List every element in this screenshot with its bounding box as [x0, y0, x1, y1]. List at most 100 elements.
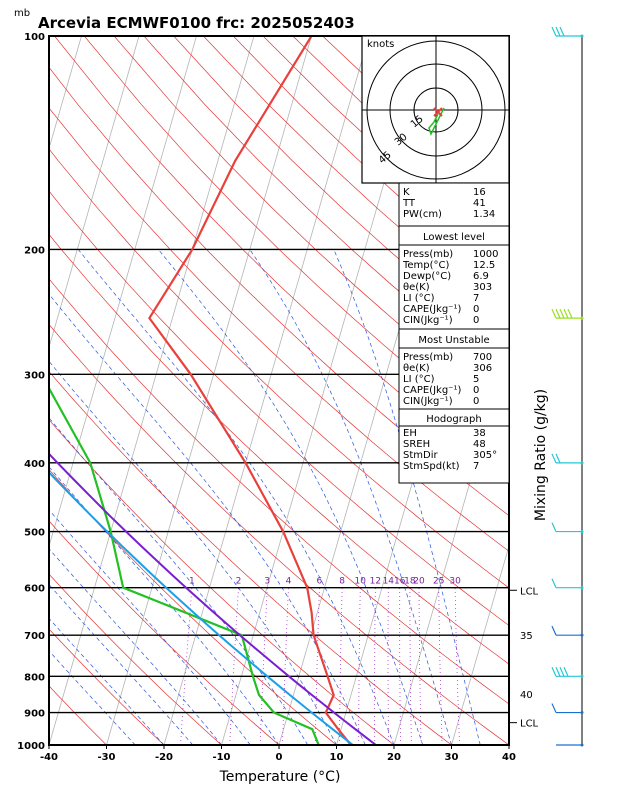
dry-adiabat — [49, 370, 452, 745]
temperature-tick-label: 40 — [502, 752, 516, 763]
hodograph-inset: knots 15 30 45 — [361, 35, 510, 184]
pressure-axis: 100 200 300 400 500 600 700 800 900 1000 — [17, 32, 45, 752]
dry-adiabat — [49, 233, 509, 665]
mixing-ratio-label: 8 — [339, 577, 345, 587]
temperature-tick-label: -30 — [97, 752, 115, 763]
wind-barb-feather — [555, 26, 561, 37]
lowest-level-value: 0 — [473, 315, 479, 326]
dry-adiabat — [49, 628, 165, 745]
isotherm — [49, 36, 255, 745]
mixing-ratio-label: 30 — [449, 577, 461, 587]
wind-barb-feather — [563, 308, 569, 319]
dry-adiabat — [49, 419, 395, 745]
stability-indices-panel: K 16 TT 41 PW(cm) 1.34 Lowest level Press(mb)… — [398, 182, 510, 484]
temperature-tick-label: -10 — [212, 752, 230, 763]
hodograph-stat-value: 7 — [473, 461, 479, 472]
dry-adiabat — [84, 36, 509, 448]
most-unstable-box — [398, 328, 510, 410]
wind-barb-feather — [551, 522, 557, 532]
isotherm — [163, 36, 370, 745]
mixing-ratio-label: 16 — [394, 577, 406, 587]
chart-title: Arcevia ECMWF0100 frc: 2025052403 — [38, 14, 355, 32]
lowest-level-label: Press(mb) — [403, 249, 453, 260]
x-axis-label: Temperature (°C) — [219, 769, 341, 785]
mixing-ratio-label: 12 — [370, 577, 381, 587]
isotherm — [0, 36, 24, 745]
most-unstable-value: 0 — [473, 396, 479, 407]
dry-adiabat — [49, 323, 509, 745]
most-unstable-label: θe(K) — [403, 363, 430, 374]
profiles — [49, 36, 377, 745]
most-unstable-label: Press(mb) — [403, 352, 453, 363]
dry-adiabat — [49, 685, 107, 745]
moist-adiabat — [49, 509, 251, 745]
index-label: TT — [402, 198, 416, 209]
hodograph-stat-value: 305° — [473, 450, 497, 461]
most-unstable-value: 0 — [473, 385, 479, 396]
wind-barb-base — [580, 586, 584, 590]
hodo-unit: knots — [367, 39, 394, 50]
moist-adiabat — [49, 617, 165, 745]
mixing-ratio-label: 4 — [286, 577, 292, 587]
wind-barb-feather — [559, 26, 565, 37]
lowest-level-value: 7 — [473, 293, 479, 304]
pressure-tick-label: 900 — [24, 709, 45, 720]
temperature-axis: -40 -30 -20 -10 0 10 20 30 40 — [40, 745, 516, 763]
mixing-ratio-label: 25 — [433, 577, 444, 587]
mixing-ratio-label: 2 — [236, 577, 242, 587]
wind-barb-base — [580, 711, 584, 715]
index-value: 41 — [473, 198, 486, 209]
wind-barb-feather — [555, 453, 561, 464]
hodograph-stat-value: 38 — [473, 428, 486, 439]
most-unstable-heading: Most Unstable — [418, 335, 489, 346]
moist-adiabat — [49, 548, 222, 745]
isotherm — [49, 36, 197, 548]
mixing-ratio-line — [229, 587, 239, 745]
pressure-tick-label: 1000 — [17, 741, 45, 752]
mixing-ratio-label: 10 — [355, 577, 367, 587]
most-unstable-value: 306 — [473, 363, 492, 374]
most-unstable-value: 5 — [473, 374, 479, 385]
index-label: PW(cm) — [403, 209, 442, 220]
wind-barb-feather — [551, 667, 557, 677]
temperature-tick-label: 10 — [330, 752, 344, 763]
side-label: LCL — [520, 719, 539, 730]
pressure-tick-label: 600 — [24, 584, 45, 595]
hodograph-stats-heading: Hodograph — [426, 414, 481, 425]
dewpoint-profile — [49, 386, 320, 745]
isotherm — [49, 36, 140, 349]
dry-adiabat — [49, 573, 222, 745]
isotherm — [451, 544, 509, 745]
moist-adiabat — [158, 249, 424, 745]
indices-box — [398, 182, 510, 227]
wind-barb-base — [580, 461, 584, 465]
pressure-tick-label: 800 — [24, 672, 45, 683]
hodograph-stats-box — [398, 408, 510, 484]
isotherm — [106, 36, 312, 745]
wind-barb-base — [580, 316, 584, 320]
hodograph-stat-label: EH — [403, 428, 417, 439]
lowest-level-value: 6.9 — [473, 271, 489, 282]
pressure-tick-label: 300 — [24, 370, 45, 381]
pressure-tick-label: 400 — [24, 459, 45, 470]
wind-barb-base — [580, 633, 584, 637]
hodograph-stat-label: StmDir — [403, 450, 438, 461]
lowest-level-value: 12.5 — [473, 260, 495, 271]
mixing-ratio-label: 20 — [413, 577, 425, 587]
mixing-ratio-label: 14 — [383, 577, 395, 587]
wind-barb-base — [580, 34, 584, 38]
wind-barb-feather — [551, 308, 557, 319]
wind-barb-feather — [551, 578, 557, 588]
mixing-ratio-label: 3 — [264, 577, 270, 587]
temperature-tick-label: 20 — [387, 752, 401, 763]
dry-adiabat — [49, 148, 509, 589]
parcel-curve — [49, 452, 377, 745]
index-value: 1.34 — [473, 209, 495, 220]
wind-barb-base — [580, 530, 584, 534]
index-label: K — [403, 187, 410, 198]
side-label: LCL — [520, 586, 539, 597]
mixing-ratio-line — [409, 587, 412, 745]
most-unstable-label: CAPE(Jkg⁻¹) — [403, 385, 461, 396]
pressure-tick-label: 200 — [24, 245, 45, 256]
